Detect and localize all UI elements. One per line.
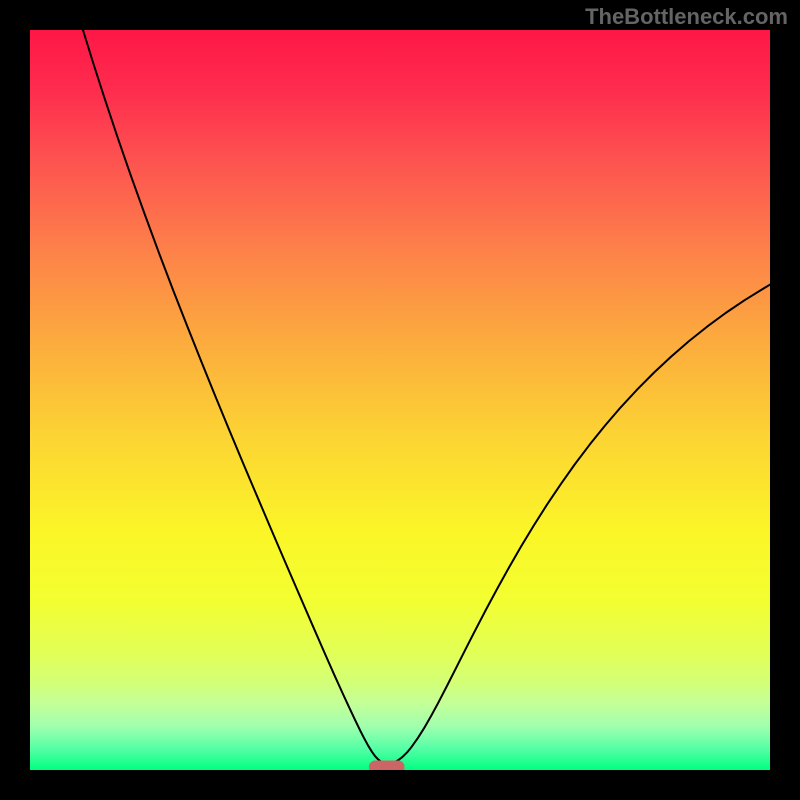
watermark: TheBottleneck.com [585, 4, 788, 30]
chart-container: TheBottleneck.com [0, 0, 800, 800]
chart-svg [0, 0, 800, 800]
plot-background [30, 30, 770, 770]
